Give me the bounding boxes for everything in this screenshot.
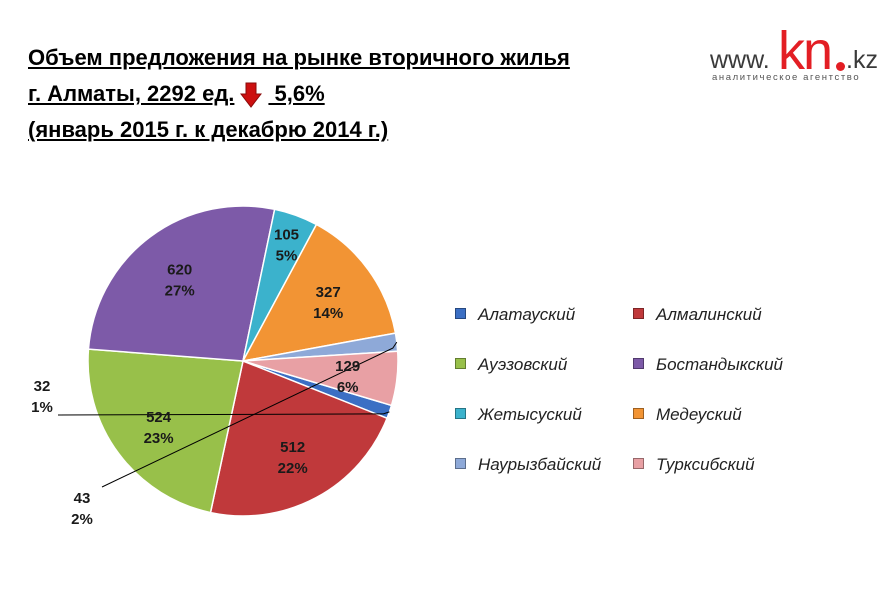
chart-title: Объем предложения на рынке вторичного жи… [28, 40, 570, 148]
value-label-2: 512 [280, 439, 305, 456]
legend-label-1: Алатауский [478, 305, 576, 324]
logo-kn: kn [778, 21, 833, 81]
legend-label-4: Бостандыкский [656, 355, 783, 374]
legend-item-2: Алмалинский [633, 305, 762, 325]
legend-label-3: Ауэзовский [478, 355, 568, 374]
value-label-3: 524 [146, 409, 172, 426]
legend-item-6: Медеуский [633, 405, 742, 425]
legend-label-7: Наурызбайский [478, 455, 602, 474]
logo-kz: .kz [846, 46, 878, 74]
percent-label-8: 6% [337, 379, 359, 396]
leader-line-1 [57, 411, 390, 416]
down-arrow-icon [240, 82, 263, 109]
pie-slice-4 [87, 205, 276, 362]
legend-item-3: Ауэзовский [455, 355, 567, 375]
legend-item-5: Жетысуский [455, 405, 582, 425]
percent-label-1: 1% [31, 399, 53, 416]
value-label-7: 43 [74, 490, 91, 507]
legend-label-2: Алмалинский [656, 305, 762, 324]
legend-swatch-5 [455, 408, 466, 420]
percent-label-7: 2% [71, 511, 93, 528]
pie-slice-6 [241, 223, 397, 363]
title-line-1: Объем предложения на рынке вторичного жи… [28, 45, 570, 70]
percent-label-2: 22% [278, 460, 308, 477]
legend-swatch-1 [455, 308, 466, 320]
pie-slice-2 [209, 359, 389, 517]
percent-label-4: 27% [165, 283, 195, 300]
legend-swatch-2 [633, 308, 644, 320]
value-label-1: 32 [34, 378, 51, 395]
percent-label-3: 23% [144, 430, 174, 447]
legend-swatch-4 [633, 358, 644, 370]
value-label-6: 327 [316, 284, 341, 301]
value-label-8: 129 [335, 358, 360, 375]
title-line-2-city: г. Алматы, 2292 ед. [28, 81, 235, 106]
leader-line-7 [101, 341, 398, 488]
legend-swatch-7 [455, 458, 466, 470]
legend-item-8: Турксибский [633, 455, 755, 475]
value-label-4: 620 [167, 262, 192, 279]
kn-logo[interactable]: www. kn .kz аналитическое агентство [710, 21, 880, 88]
legend-swatch-6 [633, 408, 644, 420]
logo-www: www. [710, 46, 770, 74]
legend-label-8: Турксибский [656, 455, 755, 474]
legend-item-1: Алатауский [455, 305, 575, 325]
title-line-3: (январь 2015 г. к декабрю 2014 г.) [28, 117, 389, 142]
legend-item-7: Наурызбайский [455, 455, 601, 475]
legend-label-6: Медеуский [656, 405, 742, 424]
legend-swatch-8 [633, 458, 644, 470]
pie-slice-8 [242, 350, 399, 407]
legend-label-5: Жетысуский [478, 405, 582, 424]
logo-dot-icon [836, 62, 845, 71]
pie-slice-3 [87, 348, 244, 514]
percent-label-5: 5% [276, 248, 298, 265]
logo-subtitle: аналитическое агентство [712, 72, 861, 83]
legend-swatch-3 [455, 358, 466, 370]
value-label-5: 105 [274, 227, 299, 244]
legend-item-4: Бостандыкский [633, 355, 783, 375]
percent-label-6: 14% [313, 305, 343, 322]
title-line-2-change: 5,6% [268, 81, 325, 106]
